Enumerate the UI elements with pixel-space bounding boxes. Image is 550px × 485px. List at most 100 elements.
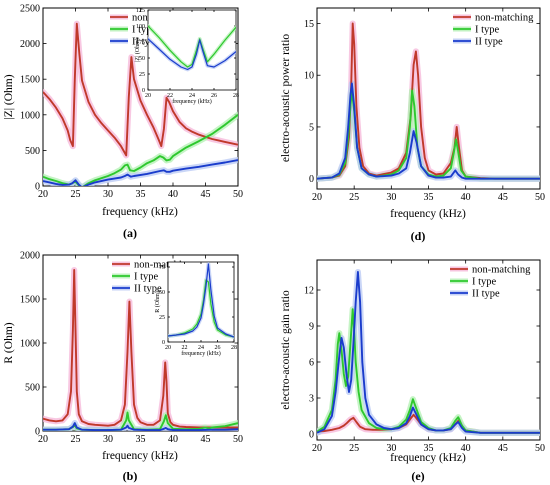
legend-label: II type bbox=[472, 289, 500, 300]
x-tick-label: 35 bbox=[136, 434, 146, 445]
y-tick-label: 2000 bbox=[20, 251, 40, 262]
y-tick-label: 1000 bbox=[20, 110, 40, 121]
legend-label: I type bbox=[134, 272, 159, 283]
x-tick-label: 26 bbox=[215, 345, 221, 351]
legend-label: II type bbox=[134, 284, 162, 295]
legend-label: non-matching bbox=[472, 265, 531, 276]
x-tick-label: 24 bbox=[189, 93, 195, 99]
y-axis-label: |Z| (Ohm) bbox=[3, 74, 15, 119]
panel-label: (d) bbox=[411, 229, 426, 243]
x-tick-label: 30 bbox=[386, 443, 396, 454]
series-line-non-matching bbox=[43, 269, 238, 429]
x-tick-label: 40 bbox=[461, 443, 471, 454]
x-tick-label: 28 bbox=[231, 345, 237, 351]
y-tick-label: 500 bbox=[25, 146, 40, 157]
legend-label: non-matching bbox=[475, 13, 534, 24]
chart-panel-b: frequency (kHz) R (Ohm) (b) 20 25 30 35 40 45… bbox=[3, 251, 243, 484]
y-axis-label: electro-acoustic power ratio bbox=[280, 34, 292, 163]
chart-panel-e: frequency (kHz) electro-acoustic gain ra… bbox=[280, 259, 545, 483]
x-tick-label: 30 bbox=[386, 192, 396, 203]
x-tick-label: 45 bbox=[498, 443, 508, 454]
inset-chart: 20 22 24 26 28 0 25 50 75 frequency (kHz) R (Ohm) bbox=[154, 261, 237, 357]
series-group bbox=[317, 20, 540, 182]
legend-label: non-matching bbox=[134, 260, 193, 271]
x-axis-label: frequency (kHz) bbox=[390, 208, 466, 220]
y-tick-label: 1000 bbox=[20, 339, 40, 350]
y-tick-label: 25 bbox=[139, 72, 145, 78]
x-tick-label: 50 bbox=[233, 434, 243, 445]
legend-label: I type bbox=[472, 277, 497, 288]
series-group bbox=[148, 24, 236, 72]
y-tick-label: 5 bbox=[309, 122, 314, 133]
series-line-ii-type bbox=[43, 422, 238, 431]
y-tick-label: 6 bbox=[309, 358, 314, 369]
x-tick-label: 35 bbox=[424, 443, 434, 454]
y-tick-label: 125 bbox=[136, 8, 145, 14]
series-group bbox=[43, 266, 238, 431]
y-tick-label: 2500 bbox=[20, 4, 40, 15]
inset-frame bbox=[167, 261, 235, 343]
inset-y-axis-label: |Z| (Ohm) bbox=[134, 38, 141, 62]
y-tick-label: 50 bbox=[159, 290, 165, 296]
series-line-ii-type bbox=[317, 271, 540, 434]
series-line-ii-type bbox=[148, 38, 236, 71]
series-group bbox=[317, 268, 540, 436]
y-tick-label: 1500 bbox=[20, 75, 40, 86]
x-tick-label: 40 bbox=[461, 192, 471, 203]
x-tick-label: 20 bbox=[312, 443, 322, 454]
x-tick-label: 35 bbox=[136, 189, 146, 200]
y-tick-label: 0 bbox=[142, 88, 145, 94]
y-tick-label: 75 bbox=[139, 40, 145, 46]
x-tick-label: 20 bbox=[145, 93, 151, 99]
x-tick-label: 50 bbox=[233, 189, 243, 200]
x-tick-label: 20 bbox=[38, 434, 48, 445]
x-tick-label: 22 bbox=[167, 93, 173, 99]
panel-label: (e) bbox=[411, 469, 424, 483]
inset-x-axis-label: frequency (kHz) bbox=[181, 350, 220, 357]
y-axis-label: R (Ohm) bbox=[3, 322, 15, 363]
panel-label: (b) bbox=[123, 469, 138, 483]
x-tick-label: 40 bbox=[168, 189, 178, 200]
x-tick-label: 22 bbox=[182, 345, 188, 351]
y-tick-label: 15 bbox=[304, 19, 314, 30]
x-tick-label: 45 bbox=[498, 192, 508, 203]
x-tick-label: 45 bbox=[201, 434, 211, 445]
series-group bbox=[43, 20, 238, 186]
y-tick-label: 0 bbox=[309, 430, 314, 441]
y-tick-label: 12 bbox=[304, 286, 314, 297]
x-tick-label: 35 bbox=[424, 192, 434, 203]
x-axis-label: frequency (kHz) bbox=[390, 452, 466, 464]
x-tick-label: 50 bbox=[535, 192, 545, 203]
y-tick-label: 2000 bbox=[20, 39, 40, 50]
y-tick-label: 0 bbox=[162, 340, 165, 346]
inset-y-axis-label: R (Ohm) bbox=[154, 291, 161, 313]
y-tick-label: 0 bbox=[35, 427, 40, 438]
legend-label: II type bbox=[132, 37, 160, 48]
y-tick-label: 0 bbox=[309, 174, 314, 185]
y-axis-label: electro-acoustic gain ratio bbox=[280, 290, 292, 410]
x-tick-label: 20 bbox=[38, 189, 48, 200]
y-tick-label: 50 bbox=[139, 56, 145, 62]
y-tick-label: 9 bbox=[309, 322, 314, 333]
x-tick-label: 45 bbox=[201, 189, 211, 200]
x-tick-label: 24 bbox=[198, 345, 204, 351]
chart-panel-d: frequency (kHz) electro-acoustic power r… bbox=[280, 7, 545, 243]
series-line-ii-type bbox=[317, 82, 540, 180]
legend-label: II type bbox=[475, 37, 503, 48]
legend-label: I type bbox=[132, 25, 157, 36]
x-tick-label: 20 bbox=[312, 192, 322, 203]
x-tick-label: 25 bbox=[71, 189, 81, 200]
series-line-non-matching bbox=[43, 22, 238, 157]
panel-label: (a) bbox=[123, 226, 137, 240]
chart-panel-a: frequency (kHz) |Z| (Ohm) (a) 20 25 30 35 40… bbox=[3, 4, 243, 241]
series-group bbox=[168, 262, 234, 339]
x-tick-label: 26 bbox=[211, 93, 217, 99]
y-tick-label: 0 bbox=[35, 182, 40, 193]
y-tick-label: 500 bbox=[25, 383, 40, 394]
y-tick-label: 100 bbox=[136, 24, 145, 30]
x-axis-label: frequency (kHz) bbox=[102, 450, 178, 462]
x-tick-label: 28 bbox=[233, 93, 239, 99]
x-tick-label: 25 bbox=[71, 434, 81, 445]
y-tick-label: 10 bbox=[304, 71, 314, 82]
